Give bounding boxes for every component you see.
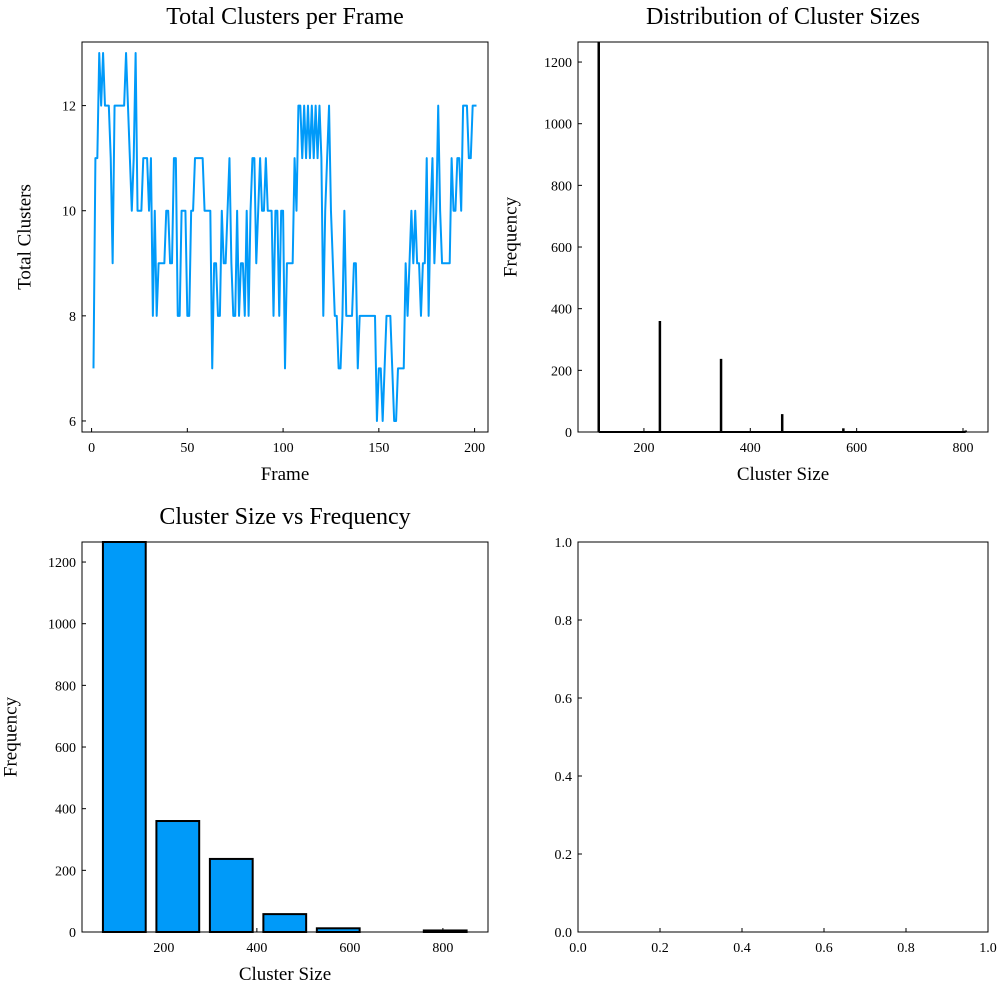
y-tick-label: 200 [55,864,76,879]
plot-frame [577,541,989,933]
x-tick-label: 400 [740,441,761,456]
y-tick-label: 1200 [544,56,572,71]
y-axis-label: Frequency [500,196,521,277]
plot-frame [577,41,989,433]
y-tick-label: 0.8 [555,614,573,629]
y-tick-label: 800 [551,179,572,194]
y-tick-label: 1.0 [555,536,573,551]
x-tick-label: 100 [273,441,294,456]
chart-title: Total Clusters per Frame [166,4,404,30]
x-tick-label: 0 [88,441,95,456]
x-tick-label: 600 [846,441,867,456]
y-tick-label: 0.2 [555,848,573,863]
x-axis-label: Frame [261,464,310,485]
x-tick-label: 800 [953,441,974,456]
y-tick-label: 0.4 [555,770,573,785]
y-tick-label: 0 [565,426,572,441]
y-tick-label: 600 [55,741,76,756]
x-tick-label: 200 [464,441,485,456]
y-tick-label: 800 [55,679,76,694]
y-tick-label: 1200 [48,556,76,571]
y-tick-label: 1000 [544,118,572,133]
y-tick-label: 400 [55,803,76,818]
y-tick-label: 12 [62,100,76,115]
chart-title: Cluster Size vs Frequency [159,504,410,530]
x-tick-label: 0.8 [897,941,915,956]
y-axis-label: Frequency [0,696,21,777]
y-tick-label: 200 [551,364,572,379]
x-tick-label: 400 [246,941,267,956]
y-tick-label: 400 [551,303,572,318]
x-axis-label: Cluster Size [737,464,829,485]
x-tick-label: 800 [432,941,453,956]
data-line [92,52,477,422]
x-tick-label: 200 [153,941,174,956]
x-tick-label: 0.2 [651,941,669,956]
y-tick-label: 1000 [48,618,76,633]
x-axis-label: Cluster Size [239,964,331,985]
x-tick-label: 0.4 [733,941,751,956]
bar [208,857,254,933]
x-tick-label: 0.0 [569,941,587,956]
bar [155,820,201,933]
x-tick-label: 50 [180,441,194,456]
y-axis-label: Total Clusters [14,184,35,290]
y-tick-label: 0.0 [555,926,573,941]
bar [422,929,468,933]
y-tick-label: 6 [69,415,76,430]
y-tick-label: 8 [69,310,76,325]
y-tick-label: 0 [69,926,76,941]
x-tick-label: 200 [633,441,654,456]
x-tick-label: 600 [339,941,360,956]
bar [315,927,361,934]
y-tick-label: 600 [551,241,572,256]
x-tick-label: 1.0 [979,941,997,956]
x-tick-label: 150 [368,441,389,456]
chart-title: Distribution of Cluster Sizes [646,4,920,30]
bar [101,541,147,933]
plot-frame [81,41,489,433]
y-tick-label: 10 [62,205,76,220]
x-tick-label: 0.6 [815,941,833,956]
y-tick-label: 0.6 [555,692,573,707]
bar [262,913,308,934]
